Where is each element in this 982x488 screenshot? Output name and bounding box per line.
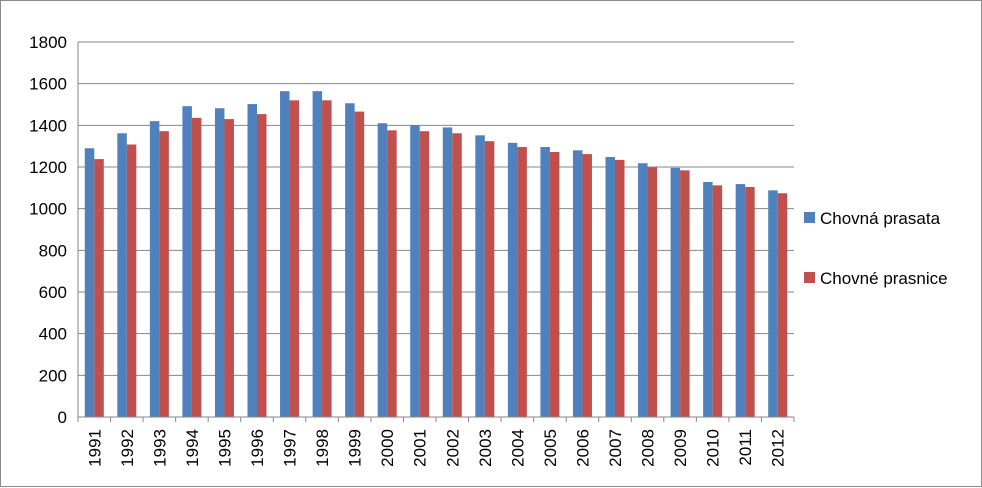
y-tick-label: 1000 — [29, 200, 67, 219]
bar-chovna-prasata-2012 — [768, 190, 778, 417]
bar-chovna-prasata-2001 — [410, 125, 420, 417]
x-tick-label: 2011 — [736, 429, 755, 466]
y-tick-label: 200 — [39, 366, 67, 385]
bar-chovne-prasnice-2002 — [452, 133, 462, 417]
y-tick-label: 400 — [39, 325, 67, 344]
bar-chovna-prasata-2005 — [540, 147, 550, 417]
legend-label: Chovné prasnice — [820, 269, 948, 288]
x-tick-label: 2001 — [411, 429, 430, 467]
bar-chovne-prasnice-2005 — [549, 152, 560, 417]
x-tick-label: 1993 — [150, 429, 169, 467]
bar-chovne-prasnice-2010 — [712, 185, 723, 417]
bar-chovne-prasnice-2007 — [615, 159, 625, 417]
bar-chovna-prasata-2003 — [475, 135, 485, 418]
bar-chovne-prasnice-1999 — [354, 111, 365, 417]
bar-chovne-prasnice-2012 — [777, 193, 788, 417]
y-tick-label: 600 — [39, 283, 67, 302]
x-axis-tick-labels: 1991 1992 1993 1994 1995 1996 1997 1998 1999 2000… — [85, 429, 787, 467]
x-tick-label: 2000 — [378, 429, 397, 467]
x-tick-label: 1992 — [118, 429, 137, 467]
x-tick-label: 1998 — [313, 429, 332, 467]
bar-chovna-prasata-2010 — [703, 182, 713, 417]
y-tick-label: 1800 — [29, 33, 67, 52]
bar-chovna-prasata-1992 — [117, 133, 127, 417]
bar-chovne-prasnice-1997 — [289, 100, 300, 417]
x-tick-label: 2004 — [508, 429, 527, 467]
bar-chovne-prasnice-1991 — [94, 159, 104, 418]
bar-chovne-prasnice-2001 — [419, 131, 430, 417]
bar-chovne-prasnice-2008 — [647, 167, 658, 417]
bar-chovna-prasata-1995 — [214, 108, 225, 417]
y-tick-label: 1200 — [29, 158, 67, 177]
bar-chovne-prasnice-1998 — [322, 100, 332, 417]
bar-chovne-prasnice-2000 — [387, 130, 397, 418]
bar-chovna-prasata-1997 — [280, 91, 290, 418]
bar-chovne-prasnice-2004 — [517, 147, 527, 417]
bar-chovne-prasnice-2011 — [745, 187, 755, 417]
y-tick-label: 0 — [58, 408, 67, 427]
y-axis-tick-labels: 0 200 400 600 800 1000 1200 1400 1600 1800 — [29, 33, 67, 427]
bar-chovna-prasata-2011 — [735, 184, 746, 417]
bar-chovna-prasata-2006 — [572, 150, 583, 418]
bar-chovne-prasnice-2009 — [680, 170, 690, 417]
x-tick-label: 1996 — [248, 429, 267, 467]
bar-chovne-prasnice-1993 — [159, 131, 169, 417]
bar-chovna-prasata-1994 — [182, 106, 192, 418]
legend-swatch — [804, 272, 815, 283]
x-tick-label: 1999 — [346, 429, 365, 467]
bar-chovna-prasata-1998 — [312, 91, 323, 418]
bar-chovna-prasata-2002 — [442, 127, 453, 418]
y-tick-label: 800 — [39, 241, 67, 260]
x-tick-label: 2005 — [541, 429, 560, 467]
axes — [77, 42, 795, 422]
bars — [84, 91, 788, 418]
bar-chovna-prasata-2000 — [377, 123, 388, 417]
bar-chovna-prasata-2008 — [638, 163, 648, 417]
x-tick-label: 2010 — [704, 429, 723, 467]
x-tick-label: 2009 — [671, 429, 690, 467]
bar-chovna-prasata-1996 — [247, 104, 257, 417]
legend-swatch — [804, 212, 815, 223]
bar-chovne-prasnice-1996 — [257, 114, 267, 417]
bar-chovna-prasata-1999 — [345, 103, 355, 417]
bar-chovne-prasnice-2006 — [582, 154, 592, 418]
legend: Chovná prasata Chovné prasnice — [804, 209, 948, 288]
x-tick-label: 2003 — [476, 429, 495, 467]
legend-label: Chovná prasata — [820, 209, 941, 228]
x-tick-label: 1991 — [85, 429, 104, 467]
bar-chovne-prasnice-1992 — [126, 144, 137, 417]
x-tick-label: 2007 — [606, 429, 625, 467]
x-tick-label: 1994 — [183, 429, 202, 467]
bar-chovne-prasnice-1994 — [191, 117, 202, 417]
bar-chovne-prasnice-1995 — [224, 119, 234, 417]
x-tick-label: 1997 — [281, 429, 300, 467]
x-tick-label: 2006 — [573, 429, 592, 467]
bar-chovna-prasata-2004 — [507, 142, 518, 418]
bar-chovna-prasata-1993 — [149, 121, 160, 418]
bar-chovne-prasnice-2003 — [484, 141, 495, 417]
x-tick-label: 2002 — [443, 429, 462, 467]
x-tick-label: 1995 — [215, 429, 234, 467]
x-tick-label: 2012 — [769, 429, 788, 467]
x-tick-label: 2008 — [639, 429, 658, 467]
bar-chovna-prasata-2009 — [670, 167, 681, 417]
y-tick-label: 1400 — [29, 116, 67, 135]
y-tick-label: 1600 — [29, 75, 67, 94]
bar-chovna-prasata-2007 — [605, 157, 615, 417]
bar-chovna-prasata-1991 — [84, 148, 95, 417]
